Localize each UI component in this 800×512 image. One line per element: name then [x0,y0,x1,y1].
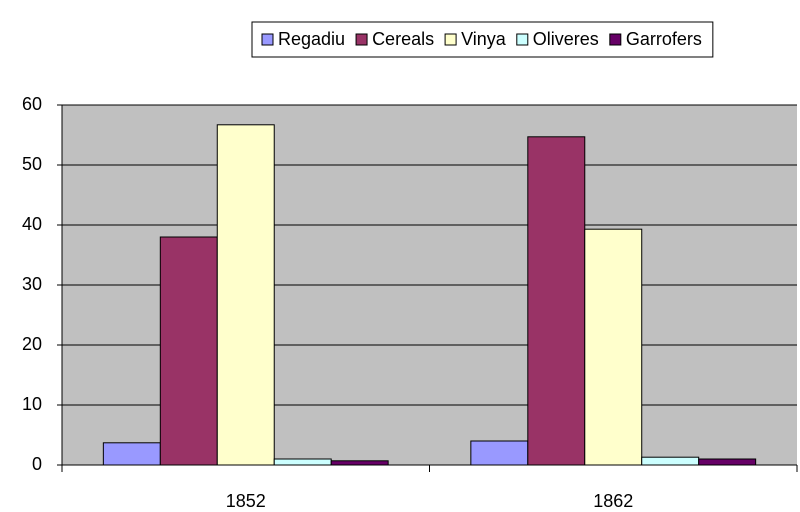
legend-label: Oliveres [533,29,599,49]
y-tick-label: 10 [22,394,42,414]
x-tick-label: 1852 [226,491,266,511]
legend-swatch [516,33,529,46]
bar [216,124,275,466]
y-tick-label: 20 [22,334,42,354]
y-tick-label: 0 [32,454,42,474]
bar [330,460,389,466]
bar [102,442,161,466]
bar [470,440,529,466]
legend-swatch [261,33,274,46]
bar [641,456,700,466]
bar [698,458,757,466]
legend-label: Vinya [461,29,507,49]
y-tick-label: 60 [22,94,42,114]
legend-label: Garrofers [626,29,702,49]
legend-label: Cereals [372,29,434,49]
y-tick-label: 50 [22,154,42,174]
bar [159,236,218,466]
legend-swatch [444,33,457,46]
legend-swatch [355,33,368,46]
x-tick-label: 1862 [593,491,633,511]
legend-swatch [609,33,622,46]
legend-label: Regadiu [278,29,345,49]
bar [527,136,586,466]
y-tick-label: 40 [22,214,42,234]
bar [273,458,332,466]
legend [251,21,714,58]
y-tick-label: 30 [22,274,42,294]
bar [584,228,643,466]
